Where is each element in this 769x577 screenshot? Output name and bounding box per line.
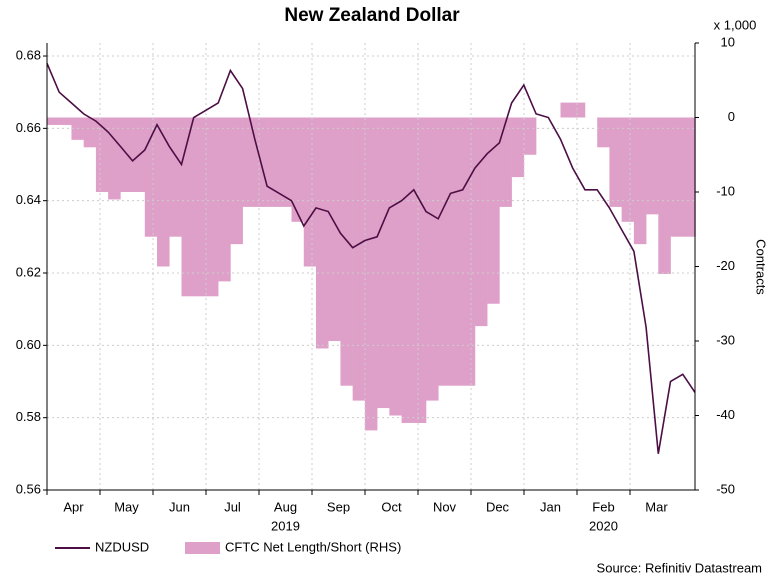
area-step xyxy=(303,117,317,267)
legend-label: NZDUSD xyxy=(95,539,149,554)
nzdusd-line xyxy=(46,62,696,454)
area-step xyxy=(670,117,684,237)
x-tick-label: Sep xyxy=(327,499,350,514)
area-step xyxy=(609,117,622,207)
chart-title: New Zealand Dollar xyxy=(284,5,460,26)
area-step xyxy=(157,117,170,267)
year-label: 2019 xyxy=(271,518,300,533)
year-label: 2020 xyxy=(589,518,618,533)
x-tick-label: Apr xyxy=(63,499,84,514)
legend-label: CFTC Net Length/Short (RHS) xyxy=(225,539,401,554)
y-tick-label: 0.60 xyxy=(16,337,41,352)
y-tick-label: 0.56 xyxy=(16,481,41,496)
area-step xyxy=(108,117,121,200)
area-step xyxy=(487,117,500,304)
area-step xyxy=(401,117,415,423)
x-tick-label: Feb xyxy=(592,499,614,514)
x-tick-label: Dec xyxy=(486,499,510,514)
area-step xyxy=(413,117,427,423)
area-step xyxy=(242,117,256,207)
y2-tick-label: -20 xyxy=(716,258,735,273)
y2-unit-label: x 1,000 xyxy=(714,17,757,32)
y2-tick-label: -40 xyxy=(716,407,735,422)
y2-tick-label: -50 xyxy=(716,481,735,496)
area-step xyxy=(426,117,439,401)
area-step xyxy=(621,117,635,222)
area-step xyxy=(95,117,109,192)
area-step xyxy=(315,117,329,349)
area-step xyxy=(499,117,512,207)
area-step xyxy=(169,117,182,237)
source: Source: Refinitiv Datastream xyxy=(597,560,762,575)
area-step xyxy=(144,117,158,237)
area-step xyxy=(597,117,610,148)
area-step xyxy=(377,117,390,409)
x-tick-label: May xyxy=(114,499,139,514)
area-step xyxy=(230,117,243,245)
area-step xyxy=(328,117,341,341)
x-tick-label: Aug xyxy=(274,499,297,514)
area-step xyxy=(450,117,463,386)
area-step xyxy=(523,117,537,155)
area-step xyxy=(682,117,696,237)
x-tick-label: Mar xyxy=(645,499,668,514)
area-step xyxy=(83,117,97,148)
area-step xyxy=(193,117,207,297)
y2-tick-label: 0 xyxy=(728,109,735,124)
y2-tick-label: -10 xyxy=(716,183,735,198)
area-step xyxy=(511,117,525,178)
area-step xyxy=(389,117,402,416)
y-tick-label: 0.66 xyxy=(16,120,41,135)
y2-axis-label: Contracts xyxy=(754,239,769,295)
legend-swatch xyxy=(185,542,220,554)
x-tick-label: Nov xyxy=(433,499,457,514)
area-step xyxy=(560,102,574,118)
area-step xyxy=(340,117,353,386)
y-tick-label: 0.68 xyxy=(16,47,41,62)
x-tick-label: Jun xyxy=(169,499,190,514)
y2-tick-label: 10 xyxy=(721,34,735,49)
y-tick-label: 0.64 xyxy=(16,192,41,207)
area-step xyxy=(291,117,305,222)
y2-tick-label: -30 xyxy=(716,332,735,347)
area-step xyxy=(279,117,292,207)
y-tick-label: 0.62 xyxy=(16,264,41,279)
area-step xyxy=(572,102,586,118)
area-step xyxy=(633,117,647,245)
area-step xyxy=(352,117,366,401)
x-tick-label: Oct xyxy=(381,499,402,514)
area-step xyxy=(658,117,671,274)
area-step xyxy=(438,117,451,386)
area-step xyxy=(267,117,280,207)
area-step xyxy=(364,117,378,431)
area-step xyxy=(218,117,231,282)
y-tick-label: 0.58 xyxy=(16,409,41,424)
area-step xyxy=(47,117,60,125)
x-tick-label: Jul xyxy=(224,499,241,514)
area-step xyxy=(646,117,659,215)
area-step xyxy=(205,117,219,297)
area-step xyxy=(181,117,195,297)
area-step xyxy=(474,117,488,327)
area-step xyxy=(59,117,72,125)
x-tick-label: Jan xyxy=(540,499,561,514)
